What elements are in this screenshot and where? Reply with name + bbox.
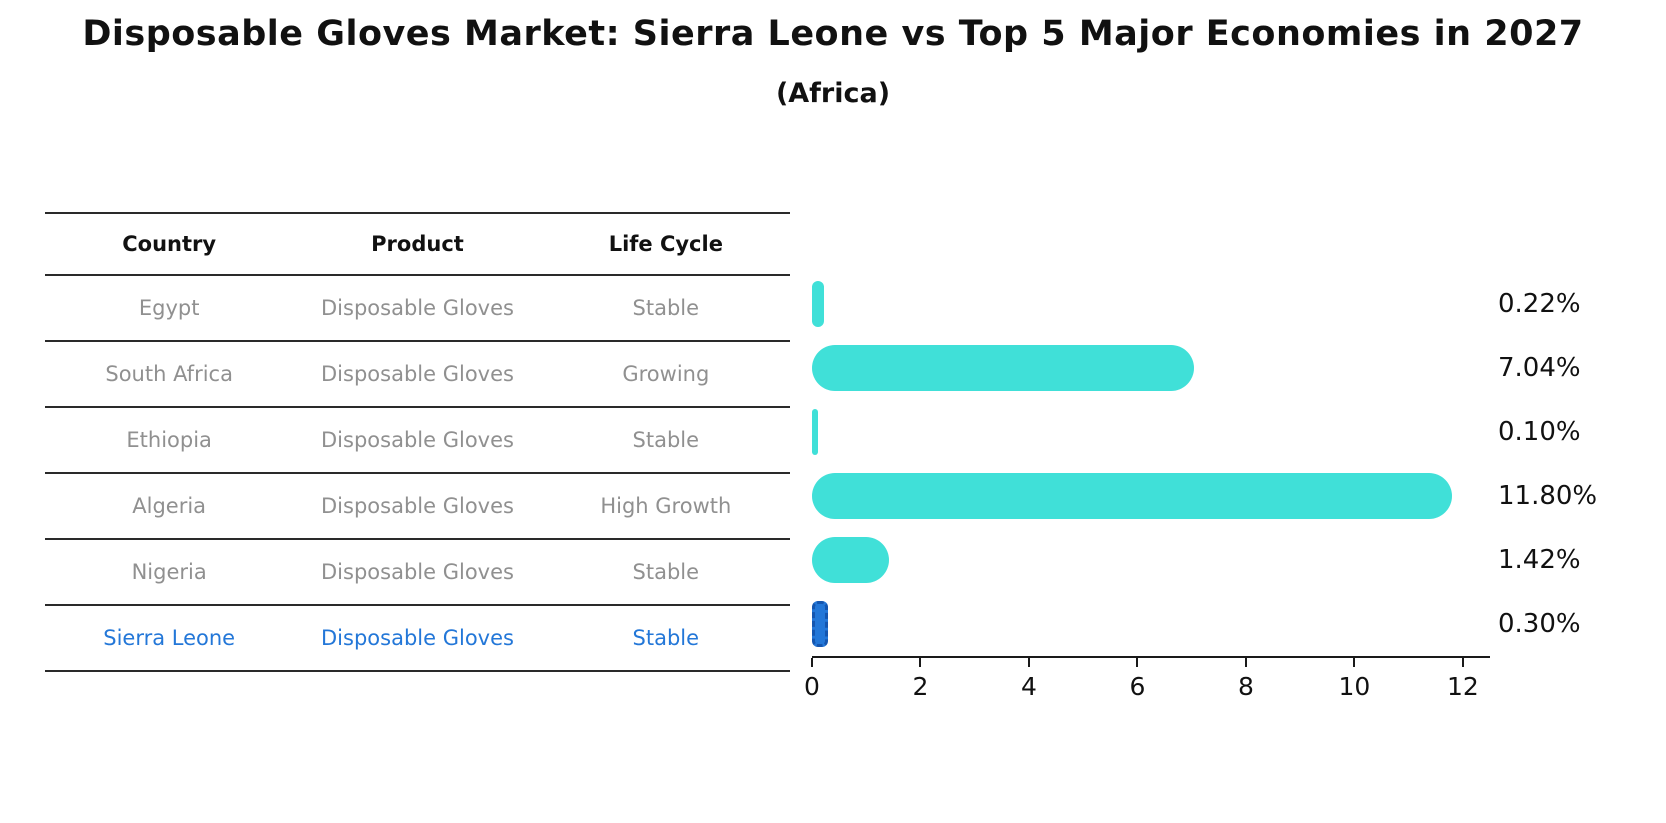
bar-nigeria	[812, 537, 890, 583]
bar-row	[812, 272, 1490, 336]
bar-value-label: 0.22%	[1498, 289, 1581, 319]
table-cell-product: Disposable Gloves	[321, 560, 514, 584]
table-cell-country: Sierra Leone	[103, 626, 236, 650]
chart-title: Disposable Gloves Market: Sierra Leone v…	[82, 14, 1584, 54]
x-tick-mark	[1353, 658, 1356, 667]
table-cell-product: Disposable Gloves	[321, 494, 514, 518]
table-cell-country: Ethiopia	[126, 428, 212, 452]
table-cell-country: South Africa	[105, 362, 233, 386]
x-tick-mark	[811, 658, 813, 667]
table-cell-product: Disposable Gloves	[321, 296, 514, 320]
bar-value-label: 11.80%	[1498, 481, 1598, 511]
table-cell-life-cycle: Stable	[632, 560, 700, 584]
table-cell-life-cycle: High Growth	[600, 494, 732, 518]
x-tick-mark	[1244, 658, 1247, 667]
table-header-row: Country Product Life Cycle	[45, 212, 790, 274]
bar-value-label: 7.04%	[1498, 353, 1581, 383]
x-tick-mark	[919, 658, 922, 667]
x-tick-label: 4	[1021, 672, 1037, 701]
table-cell-life-cycle: Stable	[632, 428, 700, 452]
x-tick-label: 0	[804, 672, 820, 701]
bar-sierra-leone	[812, 601, 829, 647]
x-tick-mark	[1461, 658, 1464, 667]
table-cell-life-cycle: Stable	[632, 626, 700, 650]
x-axis: 0 2 4 6 8 10 12	[804, 658, 1490, 718]
x-tick-label: 12	[1446, 672, 1479, 701]
table-header-cell: Country	[122, 232, 217, 256]
bar-ethiopia	[812, 409, 818, 455]
x-tick-label: 8	[1237, 672, 1254, 701]
table-cell-product: Disposable Gloves	[321, 626, 514, 650]
table-row: Nigeria Disposable Gloves Stable	[45, 538, 790, 604]
table-cell-life-cycle: Stable	[632, 296, 700, 320]
table-cell-product: Disposable Gloves	[321, 428, 514, 452]
x-tick-mark	[1027, 658, 1030, 667]
x-tick-mark	[1136, 658, 1139, 667]
table-cell-country: Algeria	[132, 494, 207, 518]
table-row: South Africa Disposable Gloves Growing	[45, 340, 790, 406]
table-row: Algeria Disposable Gloves High Growth	[45, 472, 790, 538]
chart-subtitle: (Africa)	[775, 78, 891, 109]
bar-row	[812, 528, 1490, 592]
bar-row	[812, 592, 1490, 656]
x-tick-label: 10	[1338, 672, 1371, 701]
table-cell-life-cycle: Growing	[622, 362, 710, 386]
bar-algeria	[812, 473, 1453, 519]
table-cell-product: Disposable Gloves	[321, 362, 514, 386]
bar-plot-area	[812, 272, 1490, 658]
table-header-cell: Product	[371, 232, 464, 256]
x-tick-label: 6	[1129, 672, 1146, 701]
bar-value-label: 0.30%	[1498, 609, 1581, 639]
table-row: Ethiopia Disposable Gloves Stable	[45, 406, 790, 472]
table-header-cell: Life Cycle	[608, 232, 723, 256]
bar-row	[812, 464, 1490, 528]
table-cell-country: Nigeria	[131, 560, 207, 584]
bar-row	[812, 336, 1490, 400]
x-tick-label: 2	[912, 672, 929, 701]
bar-south-africa	[812, 345, 1194, 391]
bar-egypt	[812, 281, 824, 327]
bar-row	[812, 400, 1490, 464]
table-row: Sierra Leone Disposable Gloves Stable	[45, 604, 790, 670]
table-cell-country: Egypt	[138, 296, 200, 320]
bar-value-label: 1.42%	[1498, 545, 1581, 575]
table-row: Egypt Disposable Gloves Stable	[45, 274, 790, 340]
comparison-table: Country Product Life Cycle Egypt Disposable …	[45, 212, 790, 672]
bar-value-label: 0.10%	[1498, 417, 1581, 447]
